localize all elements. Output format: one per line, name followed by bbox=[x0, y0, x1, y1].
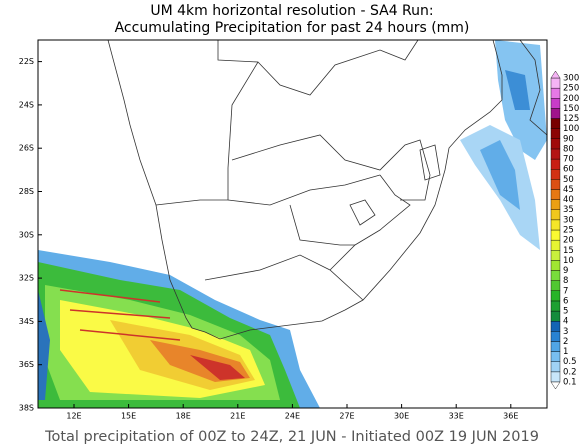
colorbar-label: 0.2 bbox=[563, 367, 577, 377]
colorbar-end bbox=[550, 381, 561, 390]
colorbar-swatch bbox=[550, 189, 561, 200]
colorbar-label: 100 bbox=[563, 124, 579, 134]
colorbar-swatch bbox=[550, 290, 561, 302]
colorbar-label: 25 bbox=[563, 226, 574, 236]
lon-label: 33E bbox=[449, 412, 464, 421]
colorbar-label: 80 bbox=[563, 144, 574, 154]
lon-label: 12E bbox=[66, 412, 81, 421]
title-line: UM 4km horizontal resolution - SA4 Run: bbox=[150, 3, 433, 19]
colorbar-label: 3 bbox=[563, 327, 568, 337]
lon-label: 27E bbox=[339, 412, 354, 421]
colorbar-label: 90 bbox=[563, 134, 574, 144]
colorbar-label: 70 bbox=[563, 155, 574, 165]
lon-label: 18E bbox=[176, 412, 191, 421]
title-line: Accumulating Precipitation for past 24 h… bbox=[115, 20, 470, 36]
colorbar-swatch bbox=[550, 108, 561, 119]
colorbar-label: 6 bbox=[563, 296, 568, 306]
precip-field bbox=[38, 250, 320, 408]
lat-label: 28S bbox=[19, 187, 34, 196]
colorbar-label: 30 bbox=[563, 215, 574, 225]
colorbar-swatch bbox=[550, 128, 561, 140]
precip-field bbox=[460, 40, 547, 250]
colorbar-swatch bbox=[550, 98, 561, 109]
colorbar-swatch bbox=[550, 331, 561, 342]
colorbar-label: 35 bbox=[563, 205, 574, 215]
colorbar-label: 150 bbox=[563, 104, 579, 114]
lon-label: 24E bbox=[285, 412, 300, 421]
colorbar-swatch bbox=[550, 341, 561, 352]
footer: Total precipitation of 00Z to 24Z, 21 JU… bbox=[44, 429, 539, 445]
colorbar-swatch bbox=[550, 179, 561, 190]
colorbar-swatch bbox=[550, 321, 561, 332]
lat-label: 34S bbox=[19, 317, 34, 326]
colorbar-swatch bbox=[550, 77, 561, 89]
colorbar-swatch bbox=[550, 87, 561, 99]
colorbar-swatch bbox=[550, 148, 561, 160]
colorbar-swatch bbox=[550, 371, 561, 383]
lat-label: 38S bbox=[19, 404, 34, 413]
map bbox=[38, 40, 547, 408]
colorbar-swatch bbox=[550, 361, 561, 373]
lon-label: 36E bbox=[503, 412, 518, 421]
coastline bbox=[107, 40, 547, 340]
colorbar-swatch bbox=[550, 239, 561, 251]
colorbar-label: 300 bbox=[563, 74, 579, 84]
colorbar-swatch bbox=[550, 270, 561, 281]
colorbar-label: 2 bbox=[563, 337, 568, 347]
colorbar-label: 40 bbox=[563, 195, 574, 205]
colorbar-label: 8 bbox=[563, 276, 568, 286]
colorbar-label: 50 bbox=[563, 175, 574, 185]
lat-label: 30S bbox=[19, 230, 34, 239]
lat-label: 24S bbox=[19, 100, 34, 109]
colorbar-swatch bbox=[550, 300, 561, 312]
colorbar-swatch bbox=[550, 138, 561, 150]
colorbar-label: 15 bbox=[563, 246, 574, 256]
colorbar-swatch bbox=[550, 260, 561, 271]
lat-label: 32S bbox=[19, 274, 34, 283]
lat-label: 26S bbox=[19, 144, 34, 153]
colorbar-swatch bbox=[550, 158, 561, 170]
colorbar-swatch bbox=[550, 209, 561, 221]
lon-label: 21E bbox=[230, 412, 245, 421]
lon-label: 30E bbox=[394, 412, 409, 421]
colorbar-swatch bbox=[550, 310, 561, 322]
lon-label: 15E bbox=[121, 412, 136, 421]
colorbar-swatch bbox=[550, 351, 561, 362]
colorbar-label: 5 bbox=[563, 307, 568, 317]
colorbar-label: 9 bbox=[563, 266, 568, 276]
colorbar-label: 0.1 bbox=[563, 378, 577, 388]
colorbar-label: 250 bbox=[563, 84, 579, 94]
colorbar-swatch bbox=[550, 199, 561, 210]
colorbar-label: 0.5 bbox=[563, 357, 577, 367]
colorbar-label: 200 bbox=[563, 94, 579, 104]
colorbar-swatch bbox=[550, 229, 561, 241]
colorbar-label: 125 bbox=[563, 114, 579, 124]
colorbar-label: 20 bbox=[563, 236, 574, 246]
colorbar-swatch bbox=[550, 219, 561, 231]
colorbar-label: 1 bbox=[563, 347, 568, 357]
colorbar-swatch bbox=[550, 118, 561, 129]
colorbar-swatch bbox=[550, 250, 561, 261]
lat-label: 22S bbox=[19, 57, 34, 66]
colorbar-label: 10 bbox=[563, 256, 574, 266]
colorbar-label: 7 bbox=[563, 286, 568, 296]
colorbar-swatch bbox=[550, 168, 561, 180]
colorbar-label: 4 bbox=[563, 317, 568, 327]
colorbar-label: 45 bbox=[563, 185, 574, 195]
colorbar-end bbox=[550, 70, 561, 79]
colorbar-label: 60 bbox=[563, 165, 574, 175]
lat-label: 36S bbox=[19, 360, 34, 369]
colorbar-swatch bbox=[550, 280, 561, 291]
